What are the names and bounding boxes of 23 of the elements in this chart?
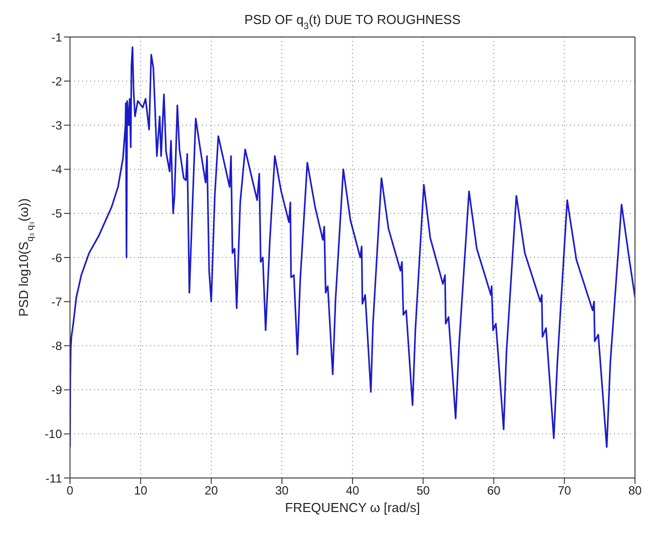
x-tick-label: 50 [416, 484, 430, 498]
y-tick-label: -8 [51, 338, 62, 353]
y-tick-label: -11 [46, 471, 62, 486]
y-tick-label: -10 [44, 427, 62, 442]
y-tick-label: -5 [51, 206, 62, 221]
x-axis-title: FREQUENCY ω [rad/s] [285, 500, 420, 515]
y-tick-label: -4 [51, 162, 62, 177]
x-tick-label: 60 [487, 484, 501, 498]
x-tick-label: 0 [66, 484, 74, 498]
x-tick-label: 80 [628, 484, 642, 498]
y-tick-label: -2 [51, 74, 62, 88]
y-tick-label: -7 [51, 294, 62, 309]
y-tick-label: -1 [51, 30, 62, 44]
x-tick-label: 20 [204, 484, 218, 498]
y-tick-label: -6 [51, 250, 62, 265]
y-tick-label: -3 [51, 118, 62, 132]
x-tick-label: 30 [275, 484, 289, 498]
y-tick-label: -9 [51, 383, 62, 398]
line-series [70, 46, 635, 448]
chart-title: PSD OF q$_{3}$(t) DUE TO ROUGHNESS [244, 12, 461, 31]
x-tick-label: 70 [558, 484, 572, 498]
x-tick-label: 10 [134, 484, 148, 498]
x-tick-label: 40 [346, 484, 360, 498]
